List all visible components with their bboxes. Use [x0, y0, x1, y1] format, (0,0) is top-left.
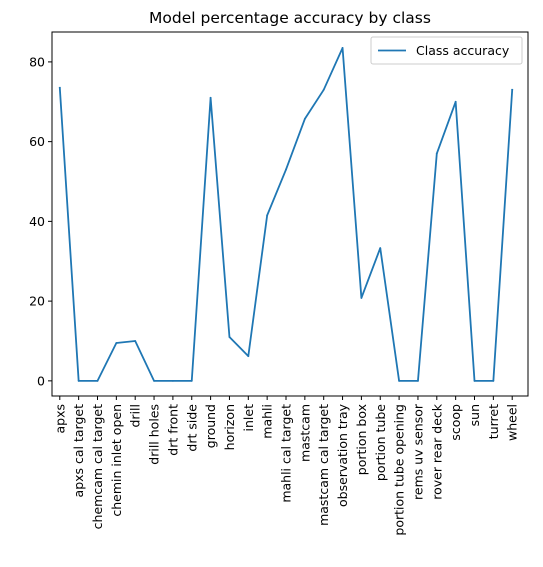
data-point	[58, 86, 61, 89]
data-point	[190, 379, 193, 382]
data-point	[96, 379, 99, 382]
y-tick-label: 80	[29, 54, 45, 69]
y-axis: 0 20 40 60 80	[29, 54, 52, 388]
data-point	[247, 355, 250, 358]
x-tick-label: turret	[486, 404, 501, 439]
y-tick-label: 0	[37, 373, 45, 388]
y-tick-label: 60	[29, 134, 45, 149]
series-group	[58, 47, 514, 382]
data-point	[379, 247, 382, 249]
x-tick-label: inlet	[241, 404, 256, 432]
x-tick-label: mahli	[260, 404, 275, 439]
legend-label: Class accuracy	[416, 43, 510, 58]
data-point	[511, 88, 514, 91]
x-tick-label: portion tube	[373, 404, 388, 481]
x-tick-label: drill holes	[147, 404, 162, 465]
y-tick-label: 20	[29, 294, 45, 309]
x-tick-label: portion box	[354, 404, 369, 475]
x-tick-label: observation tray	[335, 403, 350, 507]
x-axis: apxs apxs cal target chemcam cal target che…	[52, 396, 520, 536]
x-tick-label: drt front	[165, 404, 180, 456]
data-point	[266, 214, 269, 217]
data-point	[417, 379, 419, 382]
x-tick-label: horizon	[222, 404, 237, 450]
x-tick-label: wheel	[505, 404, 520, 441]
data-point	[398, 379, 400, 382]
data-point	[115, 342, 118, 344]
data-point	[435, 152, 438, 155]
data-point	[285, 168, 287, 171]
data-point	[228, 336, 231, 338]
x-tick-label: rems uv sensor	[410, 403, 425, 500]
plot-frame	[51, 31, 529, 397]
x-tick-label: scoop	[448, 404, 463, 441]
x-tick-label: mastcam cal target	[316, 404, 331, 526]
x-tick-label: drill	[128, 404, 143, 428]
x-tick-label: chemin inlet open	[109, 404, 124, 517]
x-tick-label: apxs	[52, 404, 67, 434]
y-tick-label: 40	[29, 214, 45, 229]
x-tick-label: rover rear deck	[429, 403, 444, 500]
data-point	[134, 340, 137, 342]
x-tick-label: chemcam cal target	[90, 404, 105, 529]
x-tick-label: ground	[203, 404, 218, 448]
data-point	[360, 297, 363, 299]
chart-title: Model percentage accuracy by class	[149, 9, 431, 27]
series-line	[58, 47, 514, 382]
data-point	[303, 118, 306, 120]
data-point	[473, 379, 476, 382]
data-point	[322, 88, 325, 91]
data-point	[209, 96, 212, 99]
x-tick-label: drt side	[184, 404, 199, 452]
data-point	[153, 379, 155, 382]
x-tick-label: sun	[467, 404, 482, 426]
x-tick-label: portion tube opening	[392, 404, 407, 536]
data-point	[492, 379, 495, 382]
x-tick-label: mahli cal target	[279, 404, 294, 503]
data-point	[454, 100, 457, 103]
legend-box	[370, 36, 523, 65]
data-point	[341, 47, 344, 49]
x-tick-label: mastcam	[297, 404, 312, 462]
x-tick-label: apxs cal target	[71, 404, 86, 498]
data-point	[77, 379, 80, 382]
legend: Class accuracy	[370, 36, 523, 65]
data-point	[172, 379, 174, 382]
